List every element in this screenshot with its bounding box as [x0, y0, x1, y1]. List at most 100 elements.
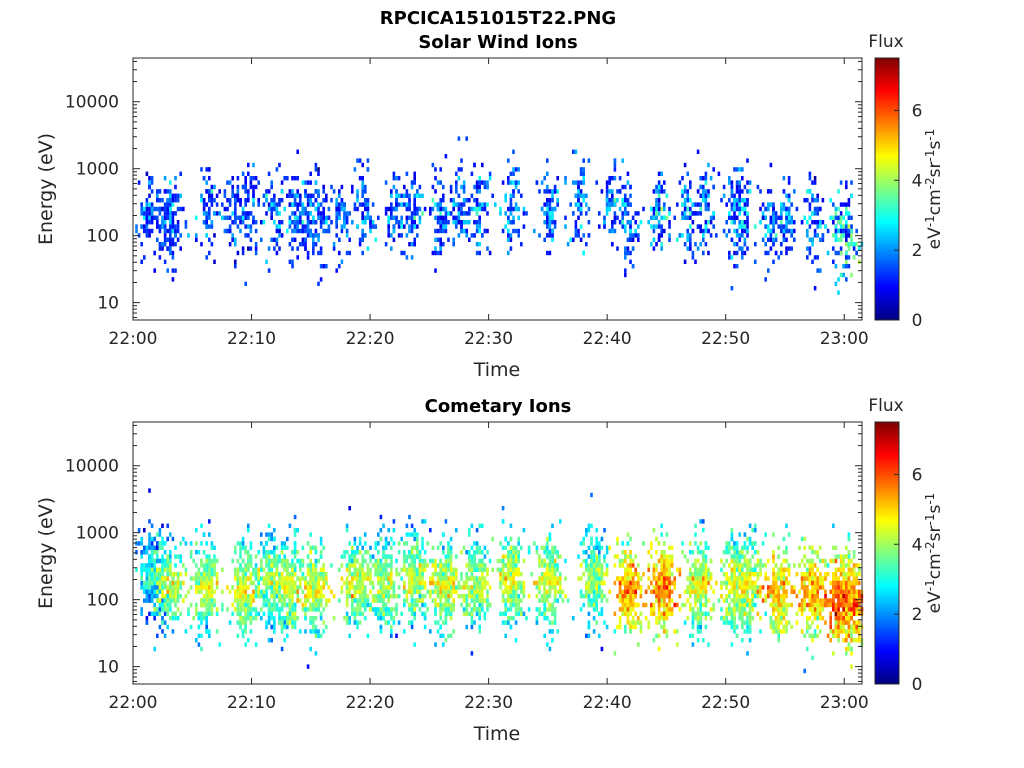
heatmap-cell	[455, 180, 458, 185]
heatmap-cell	[327, 224, 331, 229]
heatmap-cell	[387, 528, 390, 533]
heatmap-cell	[715, 233, 718, 238]
heatmap-cell	[522, 211, 526, 216]
heatmap-cell	[395, 611, 398, 616]
heatmap-cell	[140, 580, 143, 586]
heatmap-cell	[631, 237, 635, 242]
heatmap-cell	[145, 589, 149, 594]
heatmap-cell	[215, 193, 219, 198]
heatmap-cell	[431, 589, 435, 594]
heatmap-cell	[291, 264, 294, 269]
heatmap-cell	[486, 184, 489, 190]
heatmap-cell	[156, 558, 159, 564]
heatmap-cell	[473, 162, 476, 168]
heatmap-cell	[293, 202, 297, 207]
heatmap-cell	[696, 189, 700, 194]
heatmap-cell	[150, 206, 154, 212]
heatmap-cell	[839, 246, 843, 251]
heatmap-cell	[520, 193, 523, 198]
heatmap-cell	[182, 580, 185, 586]
heatmap-cell	[475, 228, 479, 234]
heatmap-cell	[171, 598, 175, 603]
heatmap-cell	[413, 220, 416, 225]
heatmap-cell	[377, 576, 380, 581]
heatmap-cell	[774, 215, 778, 220]
heatmap-cell	[200, 541, 203, 546]
heatmap-cell	[273, 550, 276, 555]
heatmap-cell	[834, 237, 838, 242]
heatmap-cell	[572, 149, 575, 154]
heatmap-cell	[244, 563, 247, 568]
heatmap-cell	[660, 215, 663, 220]
heatmap-cell	[683, 189, 687, 194]
heatmap-cell	[465, 198, 468, 203]
heatmap-cell	[743, 237, 747, 242]
heatmap-cell	[304, 598, 307, 603]
heatmap-cell	[657, 237, 661, 242]
heatmap-cell	[416, 233, 419, 238]
heatmap-cell	[816, 268, 819, 273]
heatmap-cell	[538, 189, 541, 194]
heatmap-cell	[163, 541, 167, 546]
heatmap-cell	[234, 206, 237, 212]
heatmap-cell	[410, 567, 414, 572]
heatmap-cell	[247, 563, 250, 568]
heatmap-cell	[260, 594, 263, 599]
heatmap-cell	[452, 580, 455, 586]
heatmap-cell	[657, 193, 661, 198]
heatmap-cell	[348, 616, 351, 621]
heatmap-cell	[317, 189, 320, 194]
heatmap-cell	[213, 563, 216, 568]
heatmap-cell	[197, 589, 201, 594]
heatmap-cell	[166, 567, 169, 572]
heatmap-cell	[252, 193, 255, 198]
heatmap-cell	[304, 206, 307, 212]
heatmap-cell	[418, 607, 422, 612]
heatmap-cell	[611, 189, 614, 194]
heatmap-cell	[293, 193, 297, 198]
heatmap-cell	[395, 633, 398, 638]
heatmap-cell	[239, 228, 242, 234]
heatmap-cell	[195, 607, 198, 612]
heatmap-cell	[286, 563, 289, 568]
heatmap-cell	[741, 224, 744, 229]
heatmap-cell	[304, 180, 307, 185]
heatmap-cell	[171, 193, 175, 198]
heatmap-cell	[754, 242, 757, 247]
heatmap-cell	[244, 211, 247, 216]
heatmap-cell	[145, 563, 149, 568]
heatmap-cell	[244, 233, 247, 238]
heatmap-cell	[738, 184, 741, 190]
heatmap-cell	[150, 180, 154, 185]
heatmap-cell	[166, 202, 169, 207]
heatmap-cell	[361, 611, 364, 616]
heatmap-cell	[486, 228, 489, 234]
heatmap-cell	[200, 167, 203, 172]
heatmap-cell	[158, 598, 162, 603]
heatmap-cell	[449, 567, 453, 572]
heatmap-cell	[338, 598, 341, 603]
heatmap-cell	[169, 563, 172, 568]
heatmap-cell	[613, 167, 617, 172]
heatmap-cell	[252, 202, 255, 207]
heatmap-cell	[676, 237, 679, 242]
heatmap-cell	[426, 607, 429, 612]
heatmap-cell	[421, 558, 424, 564]
heatmap-cell	[249, 611, 253, 616]
heatmap-cell	[702, 189, 705, 194]
heatmap-cell	[743, 206, 747, 212]
heatmap-cell	[137, 180, 141, 185]
heatmap-cell	[816, 255, 819, 260]
heatmap-cell	[228, 215, 232, 220]
x-tick-label: 22:00	[109, 329, 158, 349]
heatmap-cell	[624, 193, 627, 198]
heatmap-cell	[140, 567, 143, 572]
x-tick-label: 22:30	[464, 329, 513, 349]
heatmap-cell	[319, 246, 323, 251]
heatmap-cell	[148, 576, 151, 581]
heatmap-cell	[205, 629, 208, 634]
heatmap-cell	[210, 198, 214, 203]
heatmap-cell	[546, 206, 549, 212]
heatmap-cell	[806, 198, 809, 203]
heatmap-cell	[605, 198, 609, 203]
